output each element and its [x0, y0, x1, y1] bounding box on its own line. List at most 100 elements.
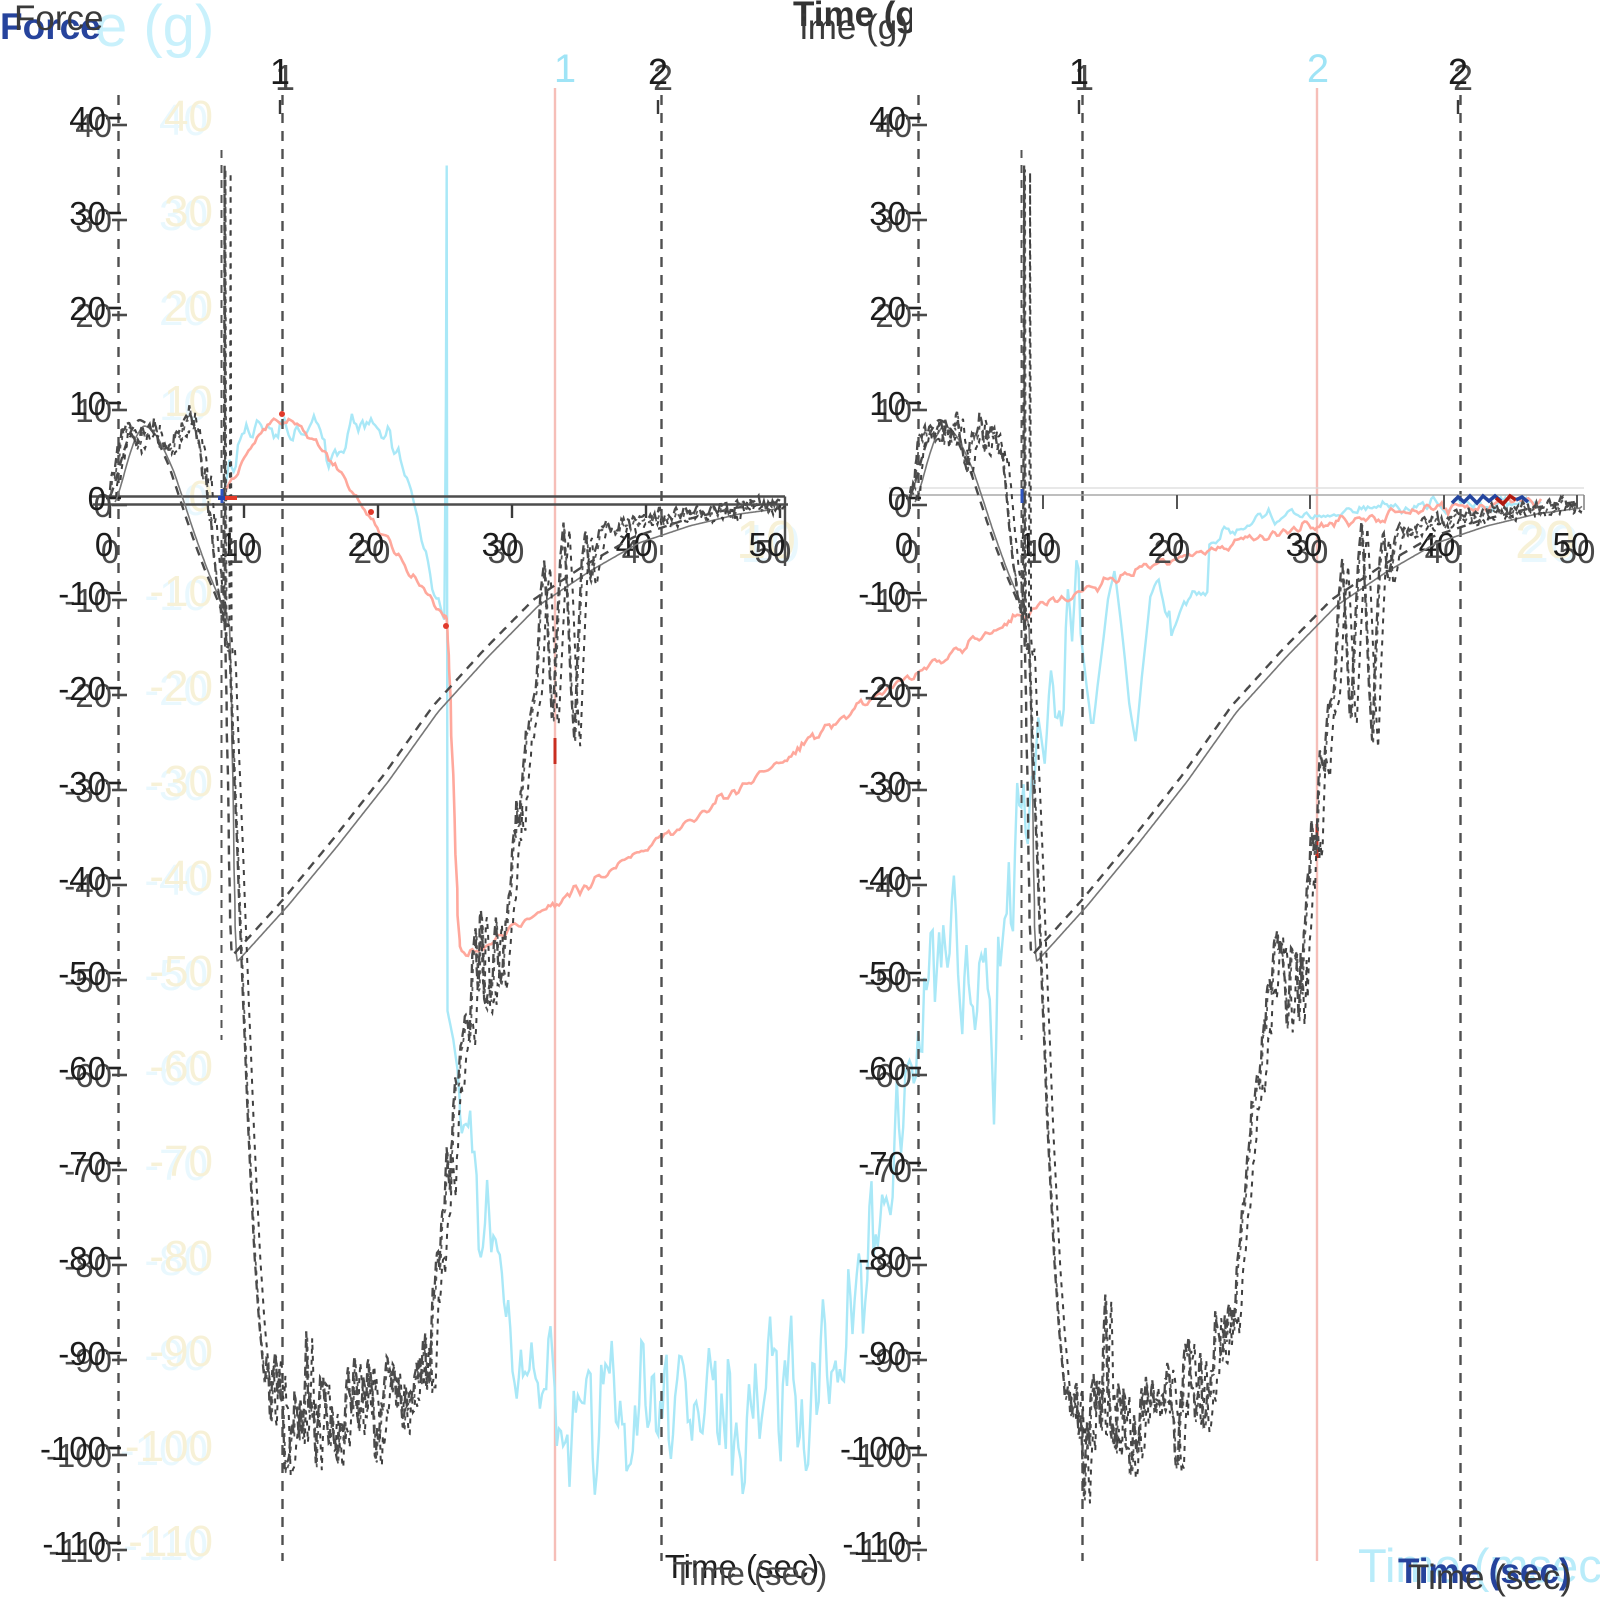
svg-text:-40: -40 [864, 867, 912, 904]
svg-text:-100: -100 [846, 1437, 912, 1474]
svg-text:Time (sec): Time (sec) [673, 1555, 828, 1592]
svg-text:-50: -50 [858, 955, 906, 992]
svg-text:1: 1 [1069, 51, 1089, 92]
svg-text:-10: -10 [864, 582, 912, 619]
svg-text:1: 1 [270, 51, 290, 92]
svg-text:-80: -80 [858, 1240, 906, 1277]
svg-text:40: 40 [1425, 533, 1462, 570]
svg-text:-70: -70 [864, 1152, 912, 1189]
svg-text:30: 30 [488, 533, 525, 570]
svg-text:-20: -20 [58, 670, 106, 707]
svg-text:30: 30 [69, 195, 106, 232]
svg-text:-50: -50 [864, 962, 912, 999]
svg-text:-110: -110 [48, 1532, 112, 1569]
svg-text:Time (g): Time (g) [793, 0, 928, 34]
svg-text:-10: -10 [858, 575, 906, 612]
svg-text:Time (sec): Time (sec) [1398, 1552, 1571, 1591]
svg-text:-60: -60 [149, 1042, 213, 1091]
svg-text:0: 0 [895, 526, 913, 563]
svg-text:-110: -110 [842, 1525, 906, 1562]
svg-text:-80: -80 [64, 1247, 112, 1284]
svg-text:2: 2 [653, 57, 673, 98]
svg-text:-110: -110 [848, 1532, 912, 1569]
svg-text:0: 0 [94, 487, 112, 524]
svg-text:-100: -100 [40, 1430, 106, 1467]
svg-text:20: 20 [1519, 514, 1579, 574]
svg-text:-50: -50 [58, 955, 106, 992]
svg-text:1: 1 [1074, 57, 1094, 98]
svg-text:10: 10 [159, 381, 208, 430]
svg-text:Force (g): Force (g) [0, 6, 158, 47]
svg-text:-30: -30 [64, 772, 112, 809]
svg-text:10: 10 [164, 377, 213, 426]
svg-text:0: 0 [88, 480, 106, 517]
svg-text:-40: -40 [149, 852, 213, 901]
svg-text:30: 30 [869, 195, 906, 232]
svg-text:20: 20 [69, 290, 106, 327]
svg-text:40: 40 [75, 107, 112, 144]
svg-text:40: 40 [159, 96, 208, 145]
svg-text:-20: -20 [64, 677, 112, 714]
svg-text:0: 0 [101, 533, 119, 570]
svg-text:30: 30 [75, 202, 112, 239]
svg-text:1: 1 [554, 47, 576, 91]
svg-text:-70: -70 [64, 1152, 112, 1189]
svg-text:30: 30 [875, 202, 912, 239]
svg-text:2: 2 [648, 51, 668, 92]
svg-text:-30: -30 [144, 761, 208, 810]
svg-text:50: 50 [1559, 533, 1596, 570]
svg-text:-100: -100 [840, 1430, 906, 1467]
svg-text:-60: -60 [864, 1057, 912, 1094]
svg-text:30: 30 [482, 526, 519, 563]
svg-text:20: 20 [1148, 526, 1185, 563]
svg-text:10: 10 [869, 385, 906, 422]
svg-text:-100: -100 [125, 1422, 213, 1471]
svg-text:40: 40 [164, 92, 213, 141]
svg-text:-100: -100 [120, 1426, 208, 1475]
svg-text:0: 0 [184, 476, 208, 525]
svg-text:-60: -60 [858, 1050, 906, 1087]
svg-text:40: 40 [869, 100, 906, 137]
svg-text:-90: -90 [58, 1335, 106, 1372]
svg-text:30: 30 [1286, 526, 1323, 563]
svg-text:-30: -30 [864, 772, 912, 809]
svg-text:20: 20 [354, 533, 391, 570]
svg-text:-40: -40 [858, 860, 906, 897]
svg-text:-20: -20 [144, 666, 208, 715]
svg-text:-60: -60 [58, 1050, 106, 1087]
svg-text:-90: -90 [144, 1331, 208, 1380]
svg-text:10: 10 [75, 392, 112, 429]
svg-text:-100: -100 [46, 1437, 112, 1474]
svg-text:ime (g): ime (g) [800, 8, 909, 47]
svg-text:-50: -50 [149, 947, 213, 996]
svg-text:-80: -80 [58, 1240, 106, 1277]
svg-text:-50: -50 [64, 962, 112, 999]
svg-text:-80: -80 [144, 1236, 208, 1285]
svg-text:40: 40 [69, 100, 106, 137]
svg-text:-40: -40 [58, 860, 106, 897]
svg-text:Force (g): Force (g) [14, 0, 156, 38]
svg-text:20: 20 [875, 297, 912, 334]
svg-text:e (g): e (g) [95, 0, 214, 59]
svg-text:20: 20 [1515, 510, 1575, 570]
svg-text:20: 20 [869, 290, 906, 327]
svg-text:-60: -60 [64, 1057, 112, 1094]
svg-text:0: 0 [901, 533, 919, 570]
svg-text:20: 20 [75, 297, 112, 334]
svg-text:10: 10 [740, 514, 800, 574]
svg-text:0: 0 [95, 526, 113, 563]
svg-text:Time (sec): Time (sec) [1408, 1558, 1572, 1597]
svg-text:2: 2 [1453, 57, 1473, 98]
svg-text:-70: -70 [58, 1145, 106, 1182]
svg-text:-10: -10 [144, 571, 208, 620]
svg-text:-70: -70 [858, 1145, 906, 1182]
svg-text:20: 20 [1154, 533, 1191, 570]
svg-text:-110: -110 [42, 1525, 106, 1562]
svg-text:20: 20 [164, 282, 213, 331]
svg-text:1: 1 [275, 57, 295, 98]
svg-text:-110: -110 [128, 1517, 213, 1566]
svg-text:-20: -20 [864, 677, 912, 714]
svg-text:-10: -10 [149, 567, 213, 616]
svg-text:-70: -70 [149, 1137, 213, 1186]
svg-text:-110: -110 [123, 1521, 208, 1570]
